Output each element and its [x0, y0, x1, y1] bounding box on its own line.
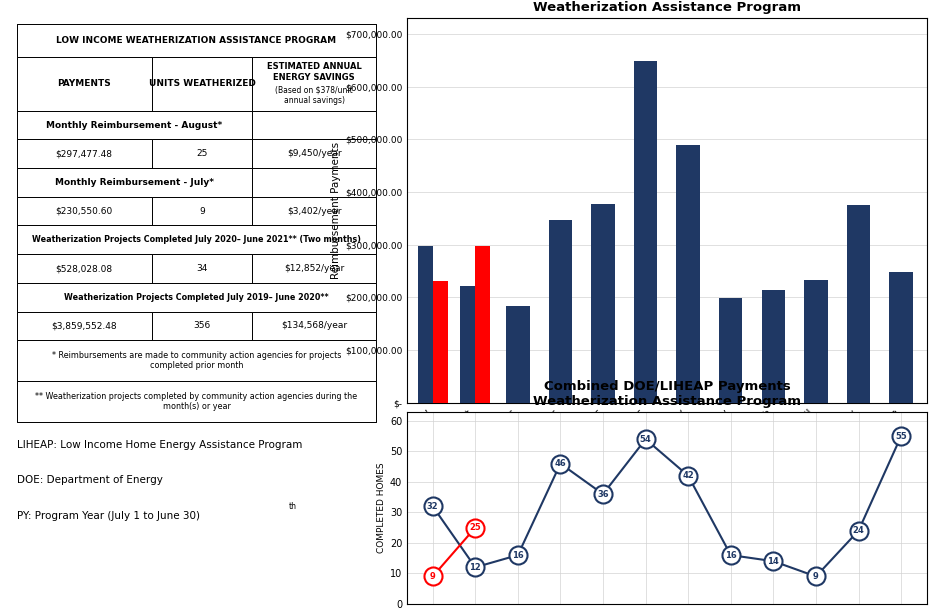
Text: Weatherization Projects Completed July 2020– June 2021** (Two months): Weatherization Projects Completed July 2…	[32, 235, 361, 245]
Text: 54: 54	[639, 435, 651, 443]
Text: 55: 55	[895, 432, 907, 440]
Bar	[17, 111, 253, 140]
Bar	[762, 290, 785, 403]
Bar	[17, 24, 376, 422]
Text: Monthly Reimbursement - August*: Monthly Reimbursement - August*	[47, 121, 223, 129]
Bar	[17, 197, 152, 226]
Text: PAYMENTS: PAYMENTS	[57, 79, 111, 88]
Bar	[592, 204, 615, 403]
Text: 46: 46	[554, 459, 566, 468]
Text: 9: 9	[199, 207, 205, 216]
Bar	[17, 381, 376, 422]
Bar	[253, 57, 376, 111]
Text: ** Weatherization projects completed by community action agencies during the
mon: ** Weatherization projects completed by …	[36, 392, 358, 411]
Bar	[152, 254, 253, 283]
Text: (Based on $378/unit
annual savings): (Based on $378/unit annual savings)	[275, 86, 353, 106]
Text: $3,859,552.48: $3,859,552.48	[51, 321, 117, 331]
Text: th: th	[288, 502, 297, 511]
Text: $230,550.60: $230,550.60	[55, 207, 113, 216]
Text: UNITS WEATHERIZED: UNITS WEATHERIZED	[149, 79, 256, 88]
Bar	[253, 254, 376, 283]
Text: 34: 34	[197, 264, 208, 273]
Bar	[634, 62, 657, 403]
Text: 14: 14	[768, 557, 780, 565]
Bar	[152, 197, 253, 226]
Text: $12,852/year: $12,852/year	[285, 264, 344, 273]
Title: Combined DOE/LIHEAP Payments
Weatherization Assistance Program: Combined DOE/LIHEAP Payments Weatherizat…	[533, 0, 801, 15]
Text: 36: 36	[597, 490, 608, 498]
Bar	[417, 246, 432, 403]
Bar	[847, 205, 870, 403]
Bar	[461, 287, 475, 403]
Bar	[17, 340, 376, 381]
Text: 42: 42	[682, 472, 695, 480]
Text: ESTIMATED ANNUAL
ENERGY SAVINGS: ESTIMATED ANNUAL ENERGY SAVINGS	[267, 62, 361, 82]
Bar	[17, 24, 376, 57]
Bar	[253, 140, 376, 168]
Text: 12: 12	[470, 563, 481, 572]
Text: Monthly Reimbursement - July*: Monthly Reimbursement - July*	[55, 178, 214, 187]
Bar	[17, 254, 152, 283]
Bar	[152, 140, 253, 168]
Bar	[17, 140, 152, 168]
Text: 24: 24	[853, 526, 864, 535]
Bar	[719, 298, 742, 403]
Bar	[152, 312, 253, 340]
Text: 25: 25	[470, 523, 481, 532]
Bar	[475, 246, 490, 403]
Text: 16: 16	[724, 551, 737, 559]
Bar	[253, 197, 376, 226]
Bar	[17, 283, 376, 312]
Bar	[17, 312, 152, 340]
Bar	[548, 220, 572, 403]
Text: 356: 356	[194, 321, 211, 331]
Text: PY: Program Year (July 1 to June 30): PY: Program Year (July 1 to June 30)	[17, 511, 200, 521]
Text: 16: 16	[512, 551, 524, 559]
Y-axis label: Reimbursement Payments: Reimbursement Payments	[330, 142, 341, 279]
Text: 32: 32	[427, 502, 439, 511]
Text: $528,028.08: $528,028.08	[55, 264, 113, 273]
Bar	[152, 57, 253, 111]
Bar	[17, 168, 253, 197]
Bar	[17, 57, 152, 111]
Text: 25: 25	[197, 149, 208, 158]
Bar	[506, 306, 530, 403]
Bar	[889, 272, 913, 403]
Bar	[677, 145, 700, 403]
Text: $297,477.48: $297,477.48	[56, 149, 112, 158]
Bar	[253, 168, 376, 197]
Text: 9: 9	[430, 572, 435, 581]
Text: $9,450/year: $9,450/year	[287, 149, 342, 158]
Bar	[253, 312, 376, 340]
Bar	[432, 281, 447, 403]
Text: $134,568/year: $134,568/year	[281, 321, 347, 331]
Bar	[17, 226, 376, 254]
Text: 9: 9	[813, 572, 819, 581]
Text: * Reimbursements are made to community action agencies for projects
completed pr: * Reimbursements are made to community a…	[51, 351, 342, 370]
Text: Weatherization Projects Completed July 2019– June 2020**: Weatherization Projects Completed July 2…	[65, 293, 329, 302]
Legend: Combined DOE/LIHEAP for PY2019/2020, Combined DOE/LIHEAP for PY2020/2021: Combined DOE/LIHEAP for PY2019/2020, Com…	[422, 528, 840, 544]
Text: LOW INCOME WEATHERIZATION ASSISTANCE PROGRAM: LOW INCOME WEATHERIZATION ASSISTANCE PRO…	[56, 36, 337, 45]
Bar	[253, 111, 376, 140]
Text: LIHEAP: Low Income Home Energy Assistance Program: LIHEAP: Low Income Home Energy Assistanc…	[17, 440, 302, 450]
Bar	[804, 280, 827, 403]
Text: $3,402/year: $3,402/year	[287, 207, 342, 216]
Y-axis label: COMPLETED HOMES: COMPLETED HOMES	[377, 462, 386, 553]
Text: DOE: Department of Energy: DOE: Department of Energy	[17, 475, 163, 486]
Title: Combined DOE/LIHEAP Payments
Weatherization Assistance Program: Combined DOE/LIHEAP Payments Weatherizat…	[533, 380, 801, 408]
